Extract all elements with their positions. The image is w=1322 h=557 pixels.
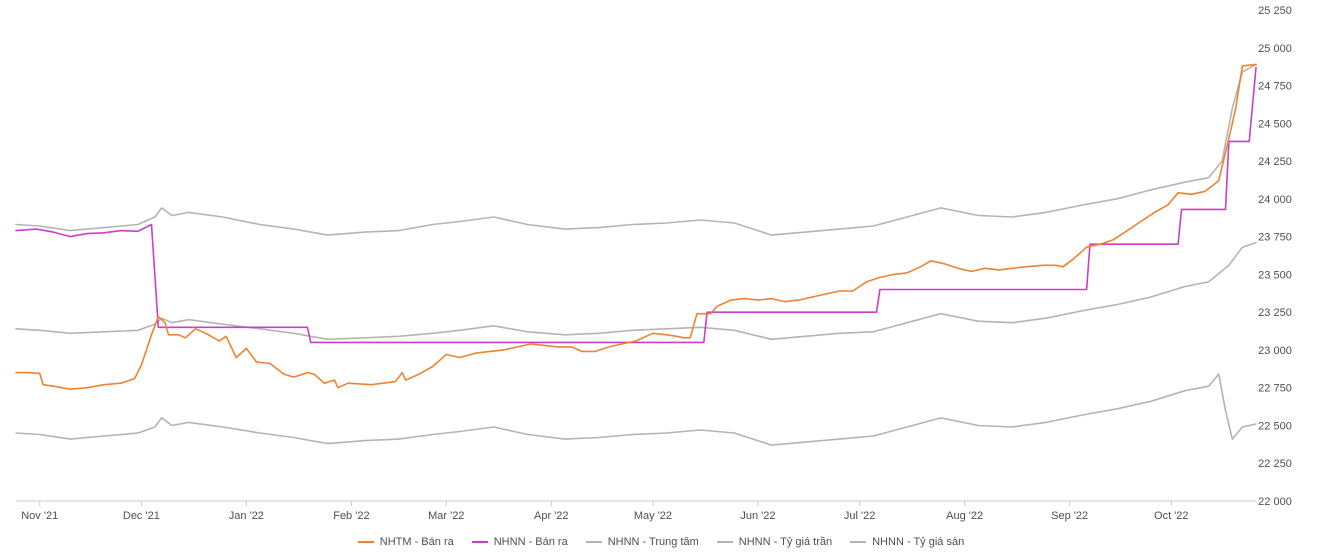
series-line-3 (15, 63, 1257, 236)
x-tick-label: Dec '21 (123, 510, 160, 522)
legend-swatch (850, 541, 867, 543)
x-axis: Nov '21 Dec '21 Jan '22 Feb '22 Mar '22 Apr '… (16, 500, 1256, 522)
chart-legend: NHTM - Bán ra NHNN - Bán ra NHNN - Trung t… (0, 532, 1322, 552)
series-line-1 (15, 66, 1257, 344)
x-tick-label: Sep '22 (1051, 510, 1088, 522)
y-tick-label: 24 750 (1258, 81, 1292, 93)
y-tick-label: 25 250 (1258, 5, 1292, 17)
x-tick-label: Apr '22 (534, 510, 569, 522)
legend-label: NHTM - Bán ra (379, 536, 454, 548)
x-tick-label: May '22 (634, 510, 672, 522)
legend-item[interactable]: NHTM - Bán ra (357, 536, 454, 548)
legend-item[interactable]: NHNN - Trung tâm (585, 536, 699, 548)
y-tick-label: 23 500 (1258, 269, 1292, 281)
x-tick-label: Feb '22 (333, 510, 369, 522)
legend-label: NHNN - Tỷ giá trần (738, 536, 833, 548)
x-tick-label: Nov '21 (21, 510, 58, 522)
y-tick-label: 24 500 (1258, 118, 1292, 130)
legend-item[interactable]: NHNN - Bán ra (471, 536, 568, 548)
legend-swatch (357, 541, 374, 543)
y-tick-label: 23 750 (1258, 232, 1292, 244)
series-line-2 (15, 241, 1257, 341)
legend-label: NHNN - Trung tâm (607, 536, 699, 548)
x-tick-label: Mar '22 (428, 510, 464, 522)
x-tick-label: Aug '22 (946, 510, 983, 522)
legend-item[interactable]: NHNN - Tỷ giá trần (716, 536, 833, 548)
y-tick-label: 22 750 (1258, 383, 1292, 395)
series-line-0 (15, 63, 1257, 390)
y-tick-label: 24 250 (1258, 156, 1292, 168)
legend-label: NHNN - Tỷ giá sàn (872, 536, 965, 548)
y-axis: 22 000 22 250 22 500 22 750 23 000 23 250 23 5… (1258, 5, 1292, 508)
exchange-rate-chart: 22 000 22 250 22 500 22 750 23 000 23 250 23 5… (15, 5, 1292, 522)
y-tick-label: 24 000 (1258, 194, 1292, 206)
y-tick-label: 22 500 (1258, 420, 1292, 432)
y-tick-label: 22 250 (1258, 458, 1292, 470)
x-tick-label: Jun '22 (740, 510, 775, 522)
y-tick-label: 23 000 (1258, 345, 1292, 357)
y-tick-label: 23 250 (1258, 307, 1292, 319)
x-tick-label: Oct '22 (1154, 510, 1189, 522)
legend-label: NHNN - Bán ra (493, 536, 568, 548)
y-tick-label: 22 000 (1258, 496, 1292, 508)
x-tick-label: Jan '22 (229, 510, 264, 522)
legend-swatch (471, 541, 488, 543)
y-tick-label: 25 000 (1258, 43, 1292, 55)
legend-swatch (716, 541, 733, 543)
x-tick-label: Jul '22 (844, 510, 875, 522)
series-line-4 (15, 373, 1257, 446)
legend-swatch (585, 541, 602, 543)
legend-item[interactable]: NHNN - Tỷ giá sàn (850, 536, 964, 548)
series-layer (15, 63, 1257, 446)
